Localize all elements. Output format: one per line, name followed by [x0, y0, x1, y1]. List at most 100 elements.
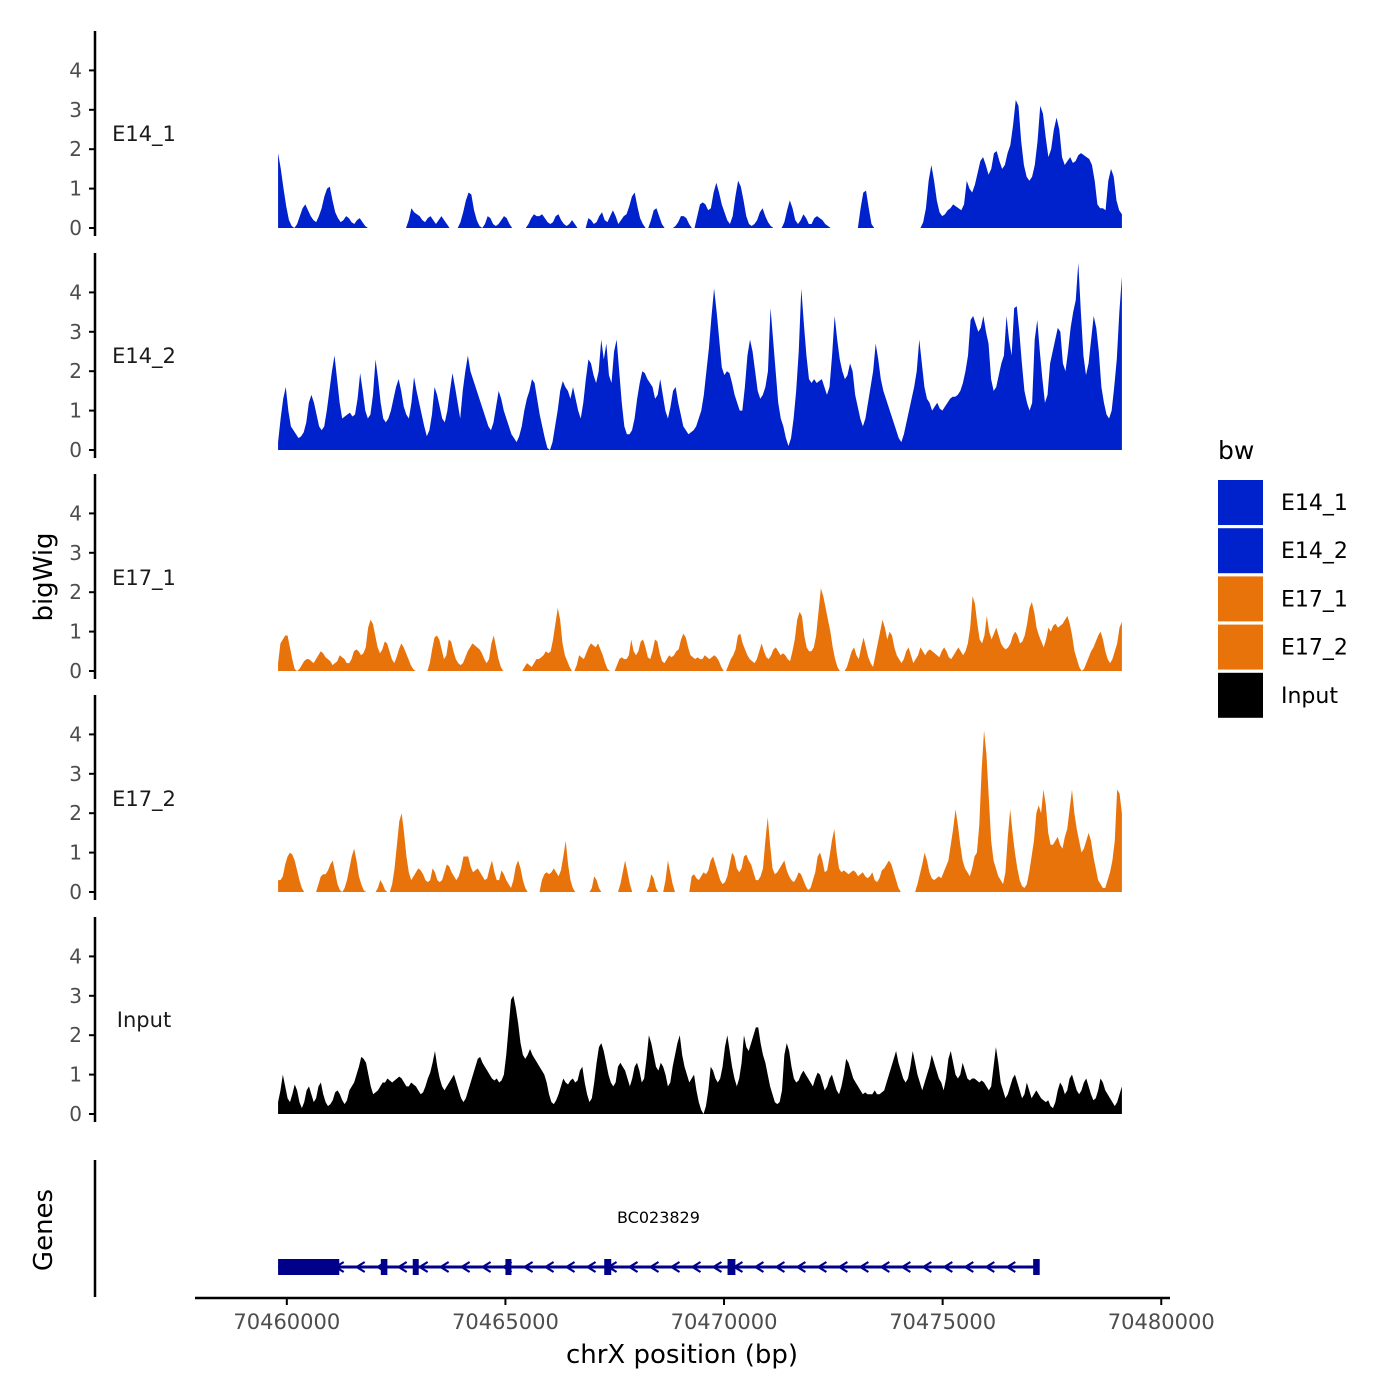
- x-tick-label: 70465000: [452, 1310, 559, 1334]
- track-label: E17_2: [112, 787, 176, 812]
- legend: bw E14_1 E14_2 E17_1 E17_2 Input: [1218, 436, 1348, 718]
- strand-arrow: [816, 1261, 827, 1273]
- y-tick-label: 4: [69, 501, 82, 525]
- y-tick-label: 2: [69, 359, 82, 383]
- strand-arrow: [480, 1261, 492, 1273]
- strand-arrow: [921, 1261, 932, 1273]
- y-tick-label: 2: [69, 137, 82, 161]
- strand-arrow: [522, 1261, 534, 1273]
- strand-arrow: [879, 1261, 890, 1273]
- y-tick-label: 2: [69, 1023, 82, 1047]
- strand-arrow: [648, 1261, 660, 1273]
- strand-arrow: [795, 1261, 807, 1273]
- coverage-area-e17-1: [278, 588, 1122, 671]
- coverage-tracks: 0 1 2 3 4 E14_1 0 1 2 3 4 E14_2 0 1 2 3 4 E17_1 0 1 2 3 4 E17_2…: [69, 31, 1122, 1126]
- track-e17-1: 0 1 2 3 4 E17_1: [69, 474, 1122, 683]
- x-axis: 70460000 70465000 70470000 70475000 70480000: [195, 1296, 1215, 1334]
- x-tick-label: 70475000: [889, 1310, 996, 1334]
- y-tick-label: 1: [69, 1063, 82, 1087]
- y-tick-label: 1: [69, 177, 82, 201]
- coverage-area-e17-2: [278, 730, 1122, 892]
- strand-arrow: [417, 1261, 429, 1273]
- strand-arrow: [543, 1261, 555, 1273]
- track-e14-2: 0 1 2 3 4 E14_2: [69, 253, 1122, 462]
- y-tick-label: 0: [69, 880, 82, 904]
- track-label: E14_1: [112, 122, 176, 147]
- y-tick-label: 2: [69, 580, 82, 604]
- strand-arrow: [354, 1261, 366, 1273]
- strand-arrow: [900, 1261, 911, 1273]
- strand-arrow: [1005, 1261, 1016, 1273]
- legend-swatch-e14-1: [1218, 480, 1263, 525]
- exon: [727, 1259, 736, 1275]
- strand-arrow: [984, 1261, 995, 1273]
- y-tick-label: 1: [69, 841, 82, 865]
- x-tick-label: 70470000: [671, 1310, 778, 1334]
- coverage-area-e14-2: [278, 262, 1122, 450]
- y-tick-label: 3: [69, 98, 82, 122]
- x-tick-label: 70460000: [233, 1310, 340, 1334]
- y-tick-label: 1: [69, 620, 82, 644]
- y-tick-label: 0: [69, 1102, 82, 1126]
- y-tick-label: 1: [69, 399, 82, 423]
- y-tick-label: 4: [69, 58, 82, 82]
- exon: [505, 1259, 512, 1275]
- track-label: E14_2: [112, 344, 176, 369]
- x-axis-label: chrX position (bp): [566, 1340, 798, 1370]
- y-tick-label: 3: [69, 984, 82, 1008]
- legend-label-input: Input: [1281, 684, 1338, 709]
- legend-label-e14-1: E14_1: [1281, 491, 1348, 516]
- strand-arrow: [942, 1261, 953, 1273]
- exon: [278, 1259, 340, 1275]
- genes-axis-label: Genes: [29, 1189, 59, 1271]
- y-tick-label: 0: [69, 216, 82, 240]
- legend-swatch-e14-2: [1218, 528, 1263, 574]
- gene-name-label: BC023829: [617, 1208, 700, 1227]
- legend-label-e17-2: E17_2: [1281, 636, 1348, 661]
- y-tick-label: 3: [69, 541, 82, 565]
- y-tick-label: 0: [69, 438, 82, 462]
- y-tick-label: 0: [69, 659, 82, 683]
- y-tick-label: 4: [69, 280, 82, 304]
- strand-arrow: [438, 1261, 450, 1273]
- strand-arrow: [837, 1261, 848, 1273]
- y-tick-label: 3: [69, 762, 82, 786]
- coverage-area-e14-1: [278, 99, 1122, 228]
- strand-arrow: [564, 1261, 576, 1273]
- legend-swatch-input: [1218, 672, 1263, 718]
- strand-arrow: [690, 1261, 702, 1273]
- y-tick-label: 3: [69, 320, 82, 344]
- strand-arrow: [669, 1261, 681, 1273]
- coverage-area-input: [278, 995, 1122, 1114]
- legend-swatch-e17-1: [1218, 576, 1263, 622]
- track-label: Input: [117, 1008, 171, 1032]
- strand-arrow: [753, 1261, 765, 1273]
- track-e14-1: 0 1 2 3 4 E14_1: [69, 31, 1122, 240]
- legend-swatch-e17-2: [1218, 624, 1263, 670]
- strand-arrow: [396, 1261, 408, 1273]
- track-e17-2: 0 1 2 3 4 E17_2: [69, 695, 1122, 904]
- y-axis-label: bigWig: [29, 532, 59, 621]
- strand-arrow: [459, 1261, 471, 1273]
- y-tick-label: 4: [69, 722, 82, 746]
- strand-arrow: [627, 1261, 639, 1273]
- track-label: E17_1: [112, 566, 176, 591]
- track-input: 0 1 2 3 4 Input: [69, 917, 1122, 1126]
- legend-title: bw: [1218, 436, 1254, 465]
- strand-arrow: [774, 1261, 786, 1273]
- strand-arrow: [711, 1261, 723, 1273]
- exon: [412, 1259, 419, 1275]
- y-tick-label: 4: [69, 944, 82, 968]
- legend-label-e14-2: E14_2: [1281, 539, 1348, 564]
- gene-panel: BC023829: [93, 1160, 1040, 1297]
- exon: [604, 1259, 612, 1275]
- strand-arrow: [585, 1261, 597, 1273]
- y-tick-label: 2: [69, 801, 82, 825]
- x-tick-label: 70480000: [1108, 1310, 1215, 1334]
- exon: [380, 1259, 388, 1275]
- strand-arrow: [858, 1261, 869, 1273]
- legend-label-e17-1: E17_1: [1281, 587, 1348, 612]
- exon: [1033, 1259, 1040, 1275]
- strand-arrow: [963, 1261, 974, 1273]
